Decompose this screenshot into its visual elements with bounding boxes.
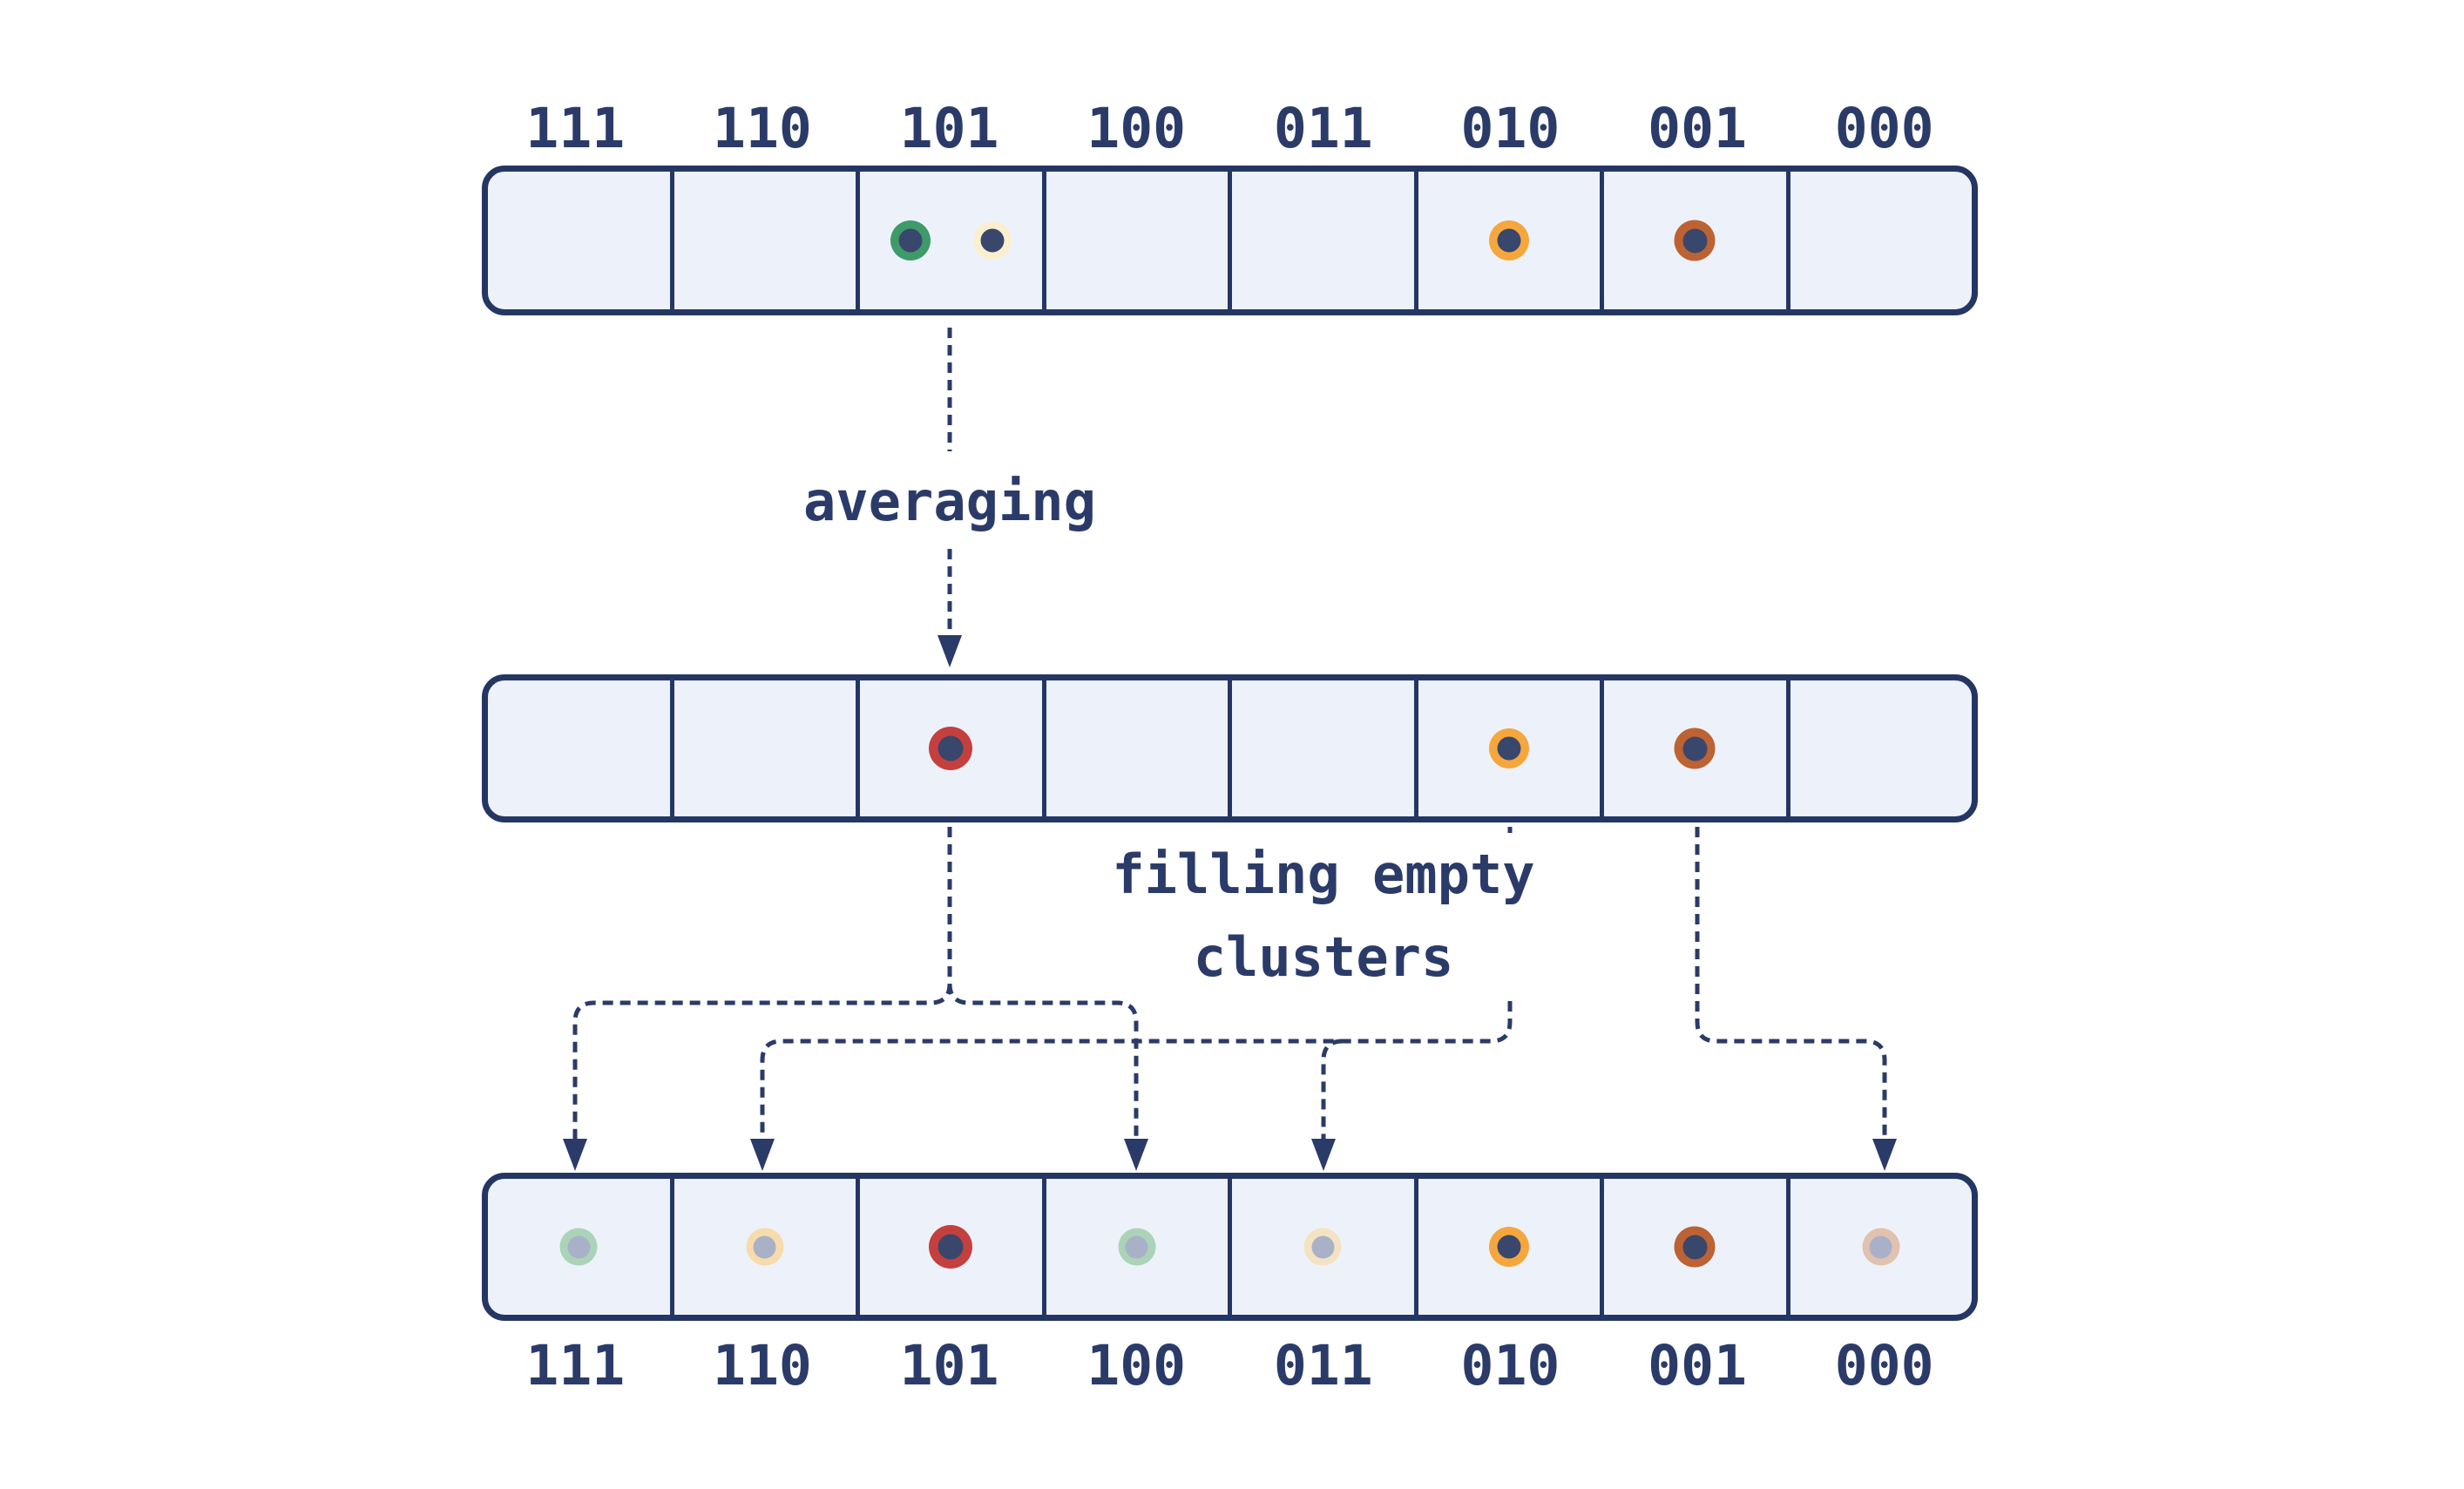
bit-label-bottom-110: 110 (713, 1334, 812, 1398)
cell-middle-011 (1228, 680, 1414, 816)
data-point-core (938, 735, 964, 761)
data-point-core (1682, 736, 1708, 761)
cluster-row-bottom (482, 1173, 1978, 1321)
bit-label-top-000: 000 (1834, 97, 1934, 160)
data-point-core (1311, 1235, 1335, 1258)
cluster-row-top (482, 166, 1978, 315)
arrowhead-bottom-011 (1311, 1139, 1336, 1171)
cell-bottom-001 (1600, 1179, 1786, 1315)
data-point-core (1869, 1235, 1892, 1258)
cell-top-100 (1041, 172, 1229, 309)
cell-bottom-101 (856, 1179, 1042, 1315)
cell-middle-100 (1041, 680, 1229, 816)
bit-label-top-001: 001 (1648, 97, 1747, 160)
arrowhead-bottom-100 (1124, 1139, 1148, 1171)
bit-label-bottom-010: 010 (1460, 1334, 1560, 1398)
cell-middle-110 (669, 680, 856, 816)
bit-label-top-101: 101 (899, 97, 999, 160)
connector-middle-010-to-bottom-011 (1321, 1039, 1344, 1141)
filling-empty-clusters-label: filling empty clusters (1106, 833, 1541, 998)
data-point-core (1125, 1235, 1148, 1258)
data-point-core (938, 1234, 964, 1260)
cell-bottom-110 (669, 1179, 856, 1315)
bit-label-bottom-101: 101 (899, 1334, 999, 1398)
bit-label-top-010: 010 (1460, 97, 1560, 160)
data-point-core (1682, 228, 1708, 253)
connector-middle-101-to-bottom-100 (947, 983, 1139, 1141)
filling-label-line1: filling empty (1112, 843, 1535, 906)
data-point-bottom-101-red (929, 1225, 973, 1269)
bit-label-top-100: 100 (1086, 97, 1187, 160)
data-point-bottom-000-faded_rust (1862, 1228, 1900, 1266)
cell-top-001 (1600, 172, 1786, 309)
data-point-top-101-green (890, 220, 931, 261)
cell-bottom-000 (1785, 1179, 1973, 1315)
cell-bottom-011 (1228, 1179, 1414, 1315)
averaging-label: averaging (767, 469, 1133, 535)
data-point-bottom-011-faded_cream (1303, 1228, 1342, 1266)
filling-label-line2: clusters (1193, 925, 1454, 989)
cell-bottom-100 (1041, 1179, 1229, 1315)
bit-label-top-011: 011 (1273, 97, 1373, 160)
bit-label-top-110: 110 (713, 97, 812, 160)
data-point-bottom-001-rust (1674, 1226, 1716, 1268)
bit-label-bottom-100: 100 (1086, 1334, 1187, 1398)
data-point-middle-010-orange (1488, 728, 1529, 768)
cell-middle-101 (856, 680, 1042, 816)
data-point-core (753, 1235, 776, 1258)
data-point-bottom-010-orange (1488, 1227, 1529, 1267)
cell-top-111 (488, 172, 670, 309)
data-point-middle-101-red (929, 727, 973, 770)
cell-middle-111 (488, 680, 670, 816)
bit-labels-top: 111 110 101 100 011 010 001 000 (482, 96, 1978, 161)
data-point-bottom-110-faded_peach (746, 1228, 784, 1266)
arrowhead-bottom-111 (563, 1139, 587, 1171)
data-point-core (1497, 736, 1521, 761)
arrowhead-bottom-110 (750, 1139, 775, 1171)
data-point-core (1682, 1235, 1708, 1259)
cell-top-010 (1413, 172, 1601, 309)
averaging-arrowhead (938, 635, 962, 667)
data-point-middle-001-rust (1674, 728, 1716, 769)
data-point-core (898, 228, 923, 253)
data-point-top-010-orange (1488, 220, 1529, 261)
data-point-core (567, 1235, 591, 1258)
cluster-row-middle (482, 674, 1978, 822)
data-point-top-101-cream (973, 221, 1012, 260)
bit-label-bottom-001: 001 (1648, 1334, 1747, 1398)
cell-top-011 (1228, 172, 1414, 309)
data-point-bottom-100-faded_green (1118, 1228, 1156, 1266)
bit-label-bottom-000: 000 (1834, 1334, 1934, 1398)
averaging-label-text: averaging (803, 470, 1096, 533)
cell-top-110 (669, 172, 856, 309)
cell-bottom-010 (1413, 1179, 1601, 1315)
bit-label-bottom-011: 011 (1273, 1334, 1373, 1398)
bit-label-top-111: 111 (525, 97, 626, 160)
arrowhead-bottom-000 (1872, 1139, 1897, 1171)
data-point-core (1497, 1235, 1521, 1259)
cell-middle-010 (1413, 680, 1601, 816)
connector-middle-001-to-bottom-000 (1695, 827, 1887, 1141)
connector-middle-101-to-bottom-111 (572, 983, 952, 1141)
cell-top-000 (1785, 172, 1973, 309)
bit-labels-bottom: 111 110 101 100 011 010 001 000 (482, 1333, 1978, 1398)
connector-middle-010-to-bottom-110 (760, 827, 1513, 1141)
cell-middle-001 (1600, 680, 1786, 816)
data-point-core (1497, 228, 1521, 253)
data-point-bottom-111-faded_green (559, 1228, 598, 1266)
data-point-core (980, 228, 1005, 253)
cell-top-101 (856, 172, 1042, 309)
cell-middle-000 (1785, 680, 1973, 816)
data-point-top-001-rust (1674, 220, 1716, 261)
bit-label-bottom-111: 111 (525, 1334, 626, 1398)
cell-bottom-111 (488, 1179, 670, 1315)
